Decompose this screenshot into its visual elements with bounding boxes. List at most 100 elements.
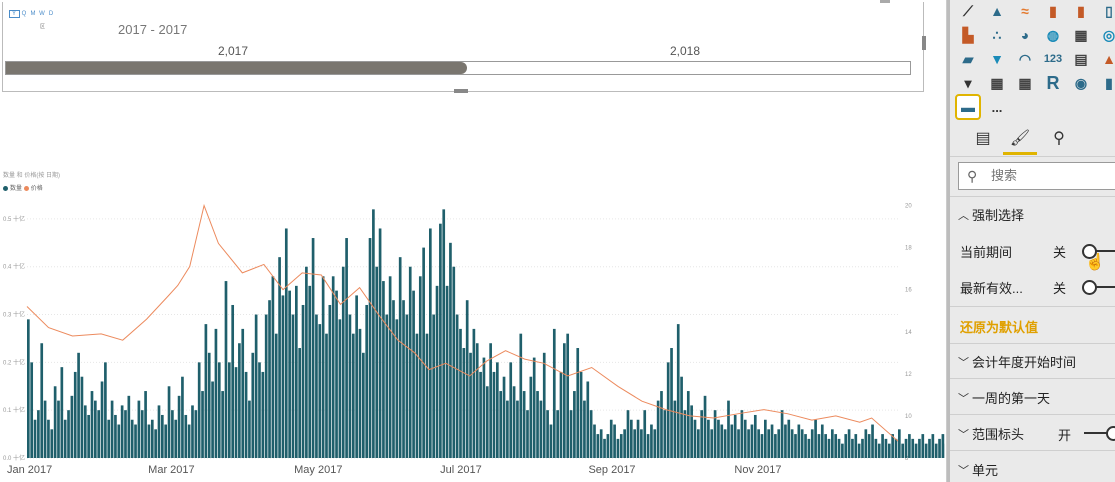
globe-icon[interactable]: ◉ [1074,74,1088,91]
scatter-icon[interactable]: ∴ [992,26,1002,43]
volume-bar [660,391,663,458]
volume-bar [378,228,382,458]
fields-tab[interactable]: ▤ [966,124,1000,152]
section-force-select[interactable]: ︿ 强制选择 [958,205,1024,224]
format-icon: 🖌 [1009,130,1031,147]
pane-search-box[interactable]: ⚲ [958,162,1115,190]
legend-label-price: 价格 [30,186,43,192]
gauge-icon[interactable]: ◠ [1018,50,1032,67]
ribbon-chart-icon[interactable]: ▯ [1105,2,1113,19]
volume-bar [646,434,650,458]
section-label: 一周的第一天 [972,391,1051,406]
volume-bar [733,414,737,458]
volume-bar [161,414,164,458]
slicer-selection-bar[interactable] [6,62,468,74]
volume-bar [506,400,509,458]
pie-chart-icon[interactable]: ◕ [1020,27,1030,43]
line-clustered-column-icon[interactable]: ▮ [1049,2,1057,19]
volume-bar [690,405,693,458]
legend-dot-volume [3,185,8,191]
granularity-tab-y[interactable]: Y [9,10,20,18]
volume-bar [408,266,412,458]
volume-bar [867,434,871,458]
current-period-toggle[interactable] [1082,244,1115,259]
card-icon[interactable]: 123 [1043,53,1063,65]
volume-bar [375,266,379,458]
section-fiscal-start[interactable]: ﹀ 会计年度开始时间 [958,352,1076,371]
volume-bar [207,352,211,458]
custom-chart-icon[interactable]: ▮ [1105,74,1113,91]
slicer-tick-end: 2,018 [670,44,701,58]
slicer-icon[interactable]: ▾ [964,74,972,91]
format-tab[interactable]: 🖌 [1003,124,1037,155]
volume-bar [147,424,151,458]
table-icon[interactable]: ▦ [990,74,1004,91]
line-stacked-column-icon[interactable]: ▮ [1077,2,1085,19]
section-label: 范围标头 [972,427,1025,442]
search-input[interactable] [989,167,1113,184]
volume-bar [710,429,714,458]
volume-bar [653,429,657,458]
volume-bar [140,410,144,458]
multi-row-card-icon[interactable]: ▤ [1074,50,1088,67]
section-first-day[interactable]: ﹀ 一周的第一天 [958,388,1050,407]
stacked-area-icon[interactable]: ≈ [1021,3,1029,19]
divider [950,306,1115,307]
volume-bar [472,328,476,458]
visualizations-pane: ⟋ ▲ ≈ ▮ ▮ ▯ ▙ ∴ ◕ ◍ ▦ ◎ ▰ ▼ ◠ 123 ▤ ▲ ▾ … [947,0,1115,482]
reset-defaults-link[interactable]: 还原为默认值 [960,320,1039,335]
area-chart-icon[interactable]: ▲ [990,3,1004,19]
donut-chart-icon[interactable]: ◍ [1046,26,1060,43]
volume-bar [864,429,868,458]
volume-bar [388,276,392,458]
volume-bar [60,367,64,458]
volume-bar [757,429,760,458]
map-icon[interactable]: ◎ [1102,26,1115,43]
more-visuals-icon[interactable]: ... [991,99,1003,115]
granularity-tab-q[interactable]: Q [21,11,28,17]
volume-bar [47,419,50,458]
timeline-visual-icon[interactable]: ▬ [955,94,981,120]
current-period-state: 关 [1053,245,1067,260]
range-header-toggle[interactable] [1084,426,1115,441]
combo-chart[interactable]: 0.0 十亿 0.1 十亿 0.2 十亿 0.3 十亿 0.4 十亿 0.5 十亿 8 10 1… [0,0,945,482]
volume-bar [295,285,298,458]
waterfall-icon[interactable]: ▙ [962,26,974,43]
line-chart-icon[interactable]: ⟋ [963,2,973,19]
volume-bar [425,333,429,458]
volume-bar [217,362,221,458]
granularity-tab-m[interactable]: M [30,11,37,17]
funnel-icon[interactable]: ▼ [990,51,1004,67]
section-range-header[interactable]: ﹀ 范围标头 [958,424,1024,443]
volume-bar [790,429,794,458]
volume-bar [211,381,214,458]
section-unit[interactable]: ﹀ 单元 [958,460,998,479]
volume-bar [315,314,318,458]
chevron-down-icon: ﹀ [958,356,969,369]
kpi-icon[interactable]: ▲ [1102,51,1115,67]
resize-handle-top[interactable] [880,0,890,3]
filled-map-icon[interactable]: ▰ [962,50,974,67]
volume-bar [603,438,606,458]
volume-bar [90,391,94,458]
resize-handle-bottom[interactable] [454,89,468,93]
latest-valid-toggle[interactable] [1082,280,1115,295]
divider [950,343,1115,344]
volume-bar [157,405,161,458]
slicer-track[interactable] [5,61,911,75]
resize-handle-right[interactable] [922,36,926,50]
analytics-tab[interactable]: ⚲ [1042,124,1076,152]
granularity-tab-w[interactable]: W [39,11,46,17]
treemap-icon[interactable]: ▦ [1074,26,1088,43]
volume-bar [104,362,107,458]
granularity-tab-d[interactable]: D [48,11,55,17]
volume-bar [258,362,261,458]
y-right-tick-label: 18 [905,246,912,252]
volume-bar [341,266,345,458]
volume-bar [201,391,204,458]
volume-bar [579,371,583,458]
r-visual-icon[interactable]: R [1046,72,1060,93]
matrix-icon[interactable]: ▦ [1018,74,1032,91]
